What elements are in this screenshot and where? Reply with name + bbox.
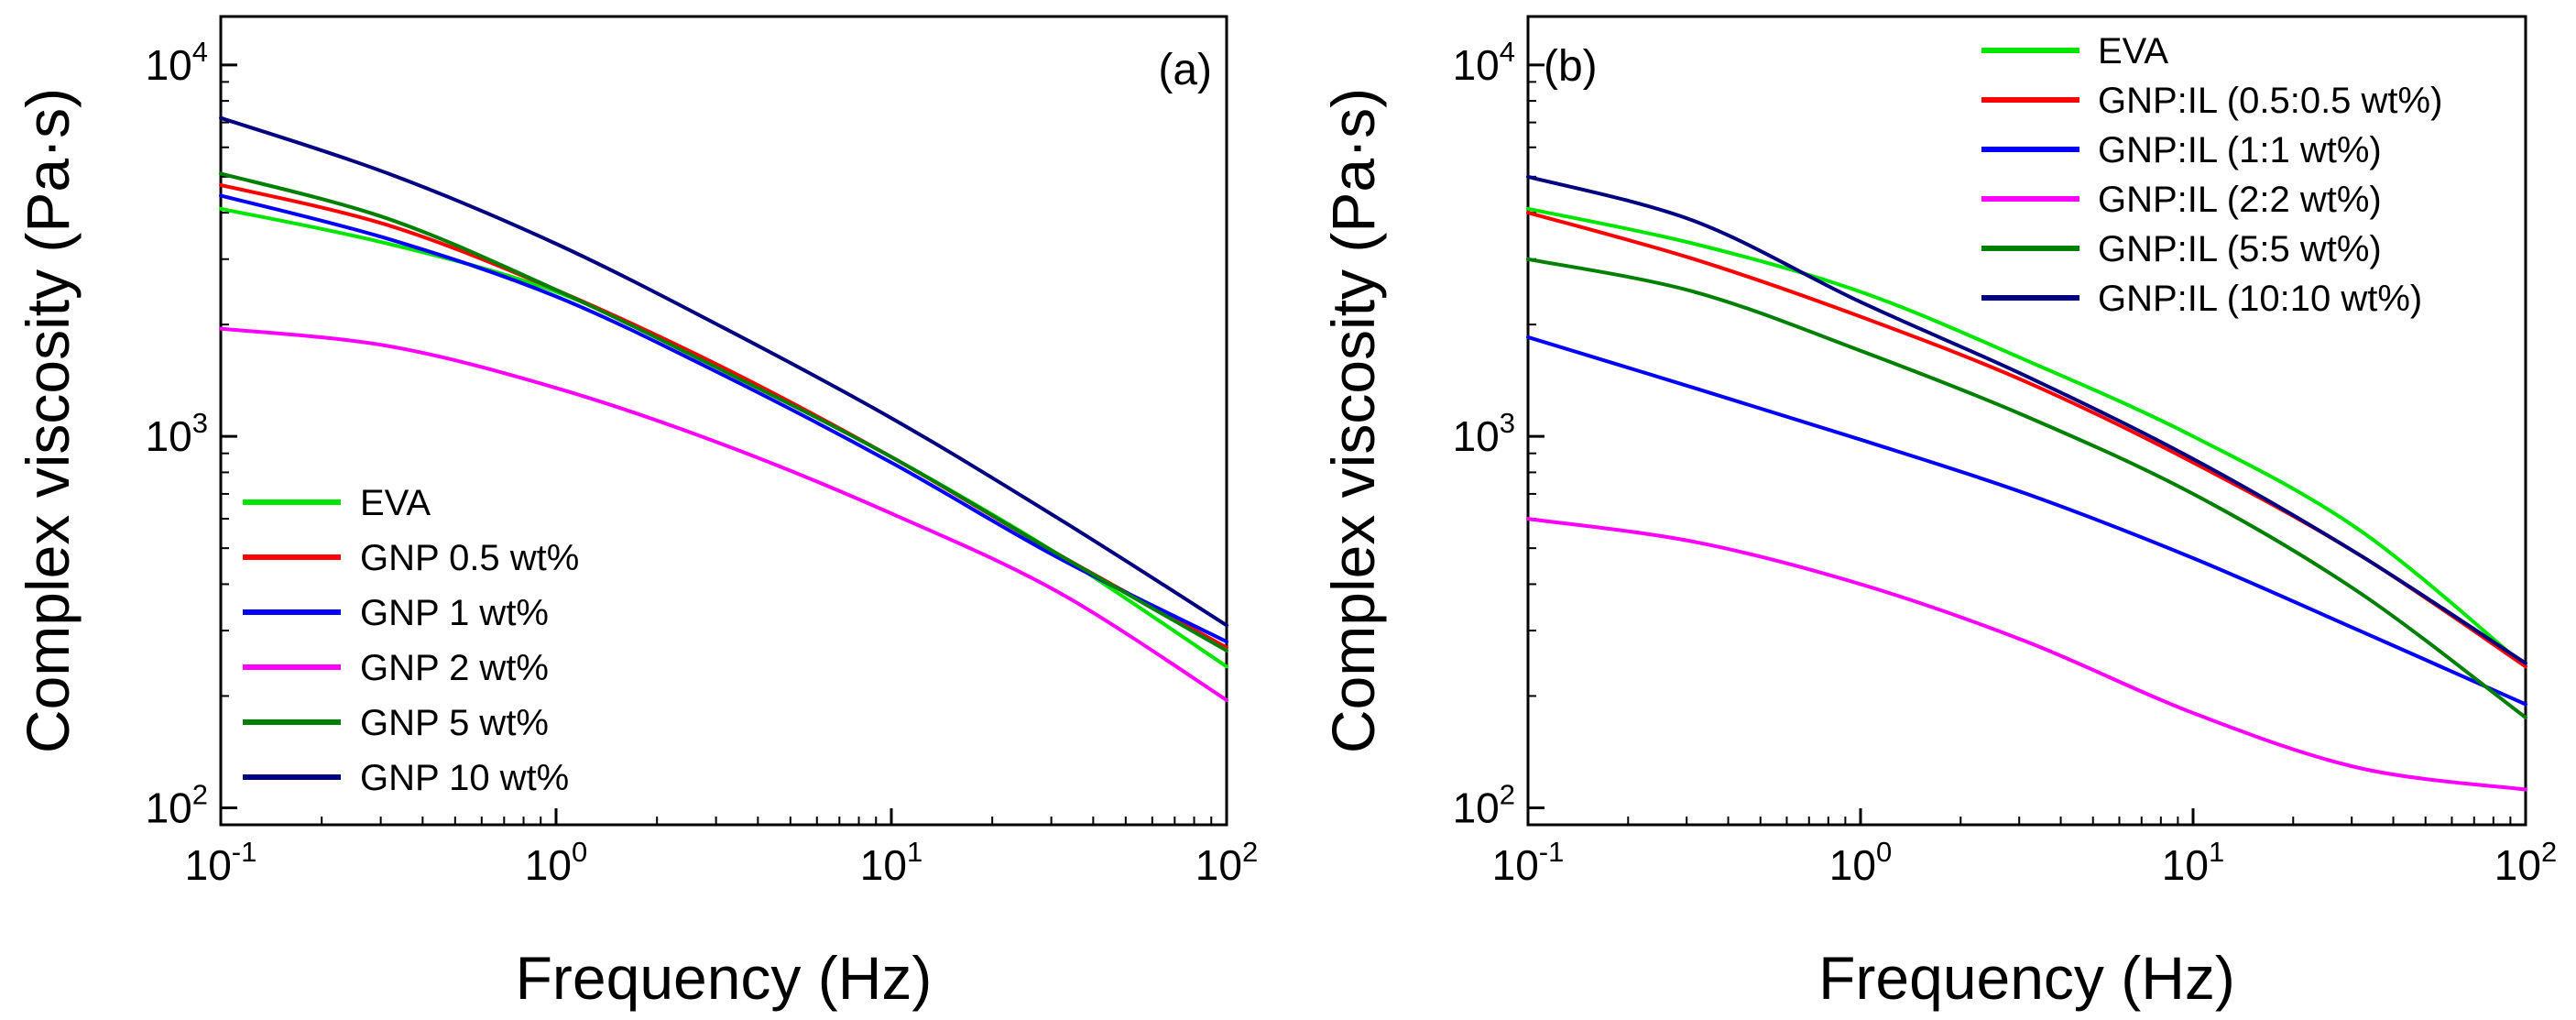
panel-b-legend-label: GNP:IL (1:1 wt%) — [2098, 130, 2382, 170]
panel-a-y-tick-base: 10 — [146, 784, 192, 831]
panel-b-y-axis-title: Complex viscosity (Pa·s) — [1319, 88, 1387, 753]
panel-a-y-tick-label: 104 — [146, 36, 208, 89]
panel-b-x-tick-base: 10 — [2494, 841, 2541, 889]
panel-a-x-tick-exponent: 1 — [907, 836, 922, 868]
panel-b-x-tick-exponent: 0 — [1876, 836, 1892, 868]
panel-b-x-tick-label: 102 — [2494, 836, 2557, 889]
panel-a-x-tick-base: 10 — [525, 841, 572, 889]
panel-a-legend-label: GNP 5 wt% — [360, 703, 549, 743]
panel-a-series-line-5 — [219, 115, 1228, 628]
panel-b-y-tick-exponent: 2 — [1500, 778, 1515, 810]
panel-a-legend-label: GNP 0.5 wt% — [360, 538, 579, 578]
panel-b-y-tick-base: 10 — [1453, 784, 1500, 831]
panel-a-y-tick-base: 10 — [146, 412, 192, 460]
panel-b-label: (b) — [1544, 42, 1598, 91]
panel-a-label: (a) — [1158, 46, 1212, 94]
panel-b-series-line-4 — [1526, 257, 2527, 719]
panel-a-y-axis-title: Complex viscosity (Pa·s) — [14, 88, 82, 753]
panel-b-legend-label: EVA — [2098, 31, 2168, 71]
panel-b-legend-label: GNP:IL (0.5:0.5 wt%) — [2098, 81, 2442, 121]
panel-a-y-tick-label: 103 — [146, 407, 208, 460]
panel-b-y-tick-exponent: 4 — [1500, 36, 1515, 68]
panel-a-legend-label: GNP 1 wt% — [360, 593, 549, 633]
panel-b-x-axis-title: Frequency (Hz) — [1818, 944, 2235, 1012]
panel-b-legend-label: GNP:IL (10:10 wt%) — [2098, 279, 2422, 319]
panel-b-x-tick-exponent: 1 — [2209, 836, 2224, 868]
panel-b-y-tick-exponent: 3 — [1500, 407, 1515, 439]
panel-a-x-tick-base: 10 — [185, 841, 232, 889]
panel-b-x-tick-label: 101 — [2162, 836, 2224, 889]
panel-a-y-tick-label: 102 — [146, 778, 208, 831]
panel-b-series-line-5 — [1526, 174, 2527, 665]
panel-b-x-tick-label: 100 — [1829, 836, 1892, 889]
panel-b-x-tick-exponent: 2 — [2541, 836, 2557, 868]
panel-b-y-tick-base: 10 — [1453, 41, 1500, 89]
panel-a-legend-label: GNP 2 wt% — [360, 648, 549, 688]
panel-b-y-tick-label: 103 — [1453, 407, 1515, 460]
panel-b-y-tick-label: 104 — [1453, 36, 1515, 89]
panel-b-x-tick-exponent: -1 — [1539, 836, 1565, 868]
panel-b-plot-frame — [1526, 15, 2527, 827]
panel-a-y-tick-exponent: 3 — [192, 407, 208, 439]
panel-a-x-tick-exponent: -1 — [232, 836, 257, 868]
panel-a-x-tick-exponent: 0 — [572, 836, 587, 868]
panel-a-legend-label: GNP 10 wt% — [360, 758, 569, 798]
panel-b-y-tick-label: 102 — [1453, 778, 1515, 831]
panel-a-legend-label: EVA — [360, 483, 431, 523]
panel-b-series-line-2 — [1526, 335, 2527, 707]
panel-b-legend-label: GNP:IL (2:2 wt%) — [2098, 180, 2382, 220]
panel-a-x-tick-base: 10 — [860, 841, 907, 889]
panel-a-y-tick-exponent: 4 — [192, 36, 208, 68]
panel-a-x-tick-base: 10 — [1195, 841, 1242, 889]
panel-a-series-line-2 — [219, 193, 1228, 644]
panel-b-series-line-0 — [1526, 206, 2527, 669]
panel-a-x-tick-label: 10-1 — [185, 836, 257, 889]
panel-a-y-tick-exponent: 2 — [192, 778, 208, 810]
panel-a-x-tick-exponent: 2 — [1242, 836, 1258, 868]
panel-b-x-tick-base: 10 — [1829, 841, 1876, 889]
panel-b-series-line-3 — [1526, 517, 2527, 792]
panel-a-x-axis-title: Frequency (Hz) — [516, 944, 933, 1012]
panel-b-x-tick-base: 10 — [2162, 841, 2209, 889]
panel-b-legend-label: GNP:IL (5:5 wt%) — [2098, 229, 2382, 269]
panel-a-y-tick-base: 10 — [146, 41, 192, 89]
panel-b-y-tick-base: 10 — [1453, 412, 1500, 460]
panel-b-x-tick-base: 10 — [1492, 841, 1539, 889]
panel-a-x-tick-label: 101 — [860, 836, 922, 889]
panel-a-series-line-4 — [219, 171, 1228, 653]
panel-a-x-tick-label: 102 — [1195, 836, 1258, 889]
panel-a-series-line-3 — [219, 326, 1228, 702]
panel-a-x-tick-label: 100 — [525, 836, 587, 889]
panel-b-x-tick-label: 10-1 — [1492, 836, 1565, 889]
panel-a-plot-frame — [219, 15, 1228, 827]
